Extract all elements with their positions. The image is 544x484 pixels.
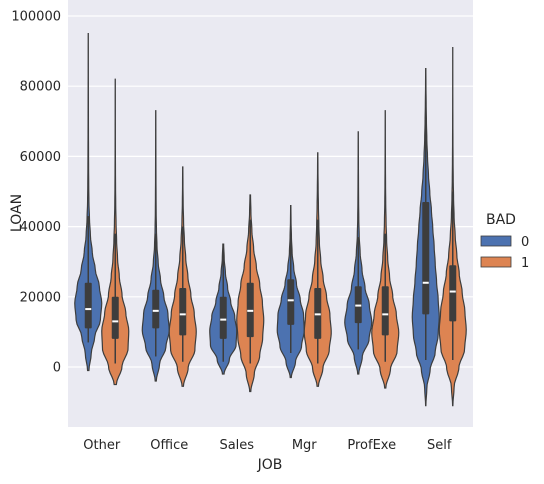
x-tick-label: Office — [150, 438, 188, 453]
y-tick-label: 80000 — [20, 80, 61, 95]
legend: BAD 0 1 — [481, 212, 529, 271]
x-tick-label: Other — [83, 438, 121, 453]
legend-label-1: 1 — [521, 256, 529, 271]
x-tick-label: Mgr — [292, 438, 317, 453]
plot-background — [68, 0, 473, 427]
violin-iqr-box — [382, 286, 389, 335]
violin-iqr-box — [152, 290, 159, 329]
violin-iqr-box — [220, 297, 227, 339]
y-axis-label: LOAN — [9, 194, 25, 232]
x-tick-labels: Other Office Sales Mgr ProfExe Self — [83, 438, 452, 453]
x-axis-label: JOB — [257, 457, 283, 473]
x-tick-label: Sales — [219, 438, 254, 453]
violin-iqr-box — [422, 202, 429, 314]
y-tick-labels: 0 20000 40000 60000 80000 100000 — [11, 10, 61, 376]
violin-iqr-box — [112, 297, 119, 339]
x-tick-label: ProfExe — [347, 438, 396, 453]
violin-iqr-box — [287, 279, 294, 325]
violin-iqr-box — [179, 288, 186, 335]
legend-swatch-1 — [481, 257, 511, 267]
x-tick-label: Self — [427, 438, 452, 453]
y-tick-label: 0 — [53, 361, 61, 376]
violin-iqr-box — [449, 265, 456, 321]
y-tick-label: 60000 — [20, 150, 61, 165]
legend-label-0: 0 — [521, 235, 529, 250]
y-tick-label: 40000 — [20, 220, 61, 235]
violin-iqr-box — [85, 283, 92, 329]
y-tick-label: 20000 — [20, 290, 61, 305]
legend-title: BAD — [486, 212, 516, 228]
y-tick-label: 100000 — [11, 10, 61, 25]
legend-swatch-0 — [481, 236, 511, 246]
